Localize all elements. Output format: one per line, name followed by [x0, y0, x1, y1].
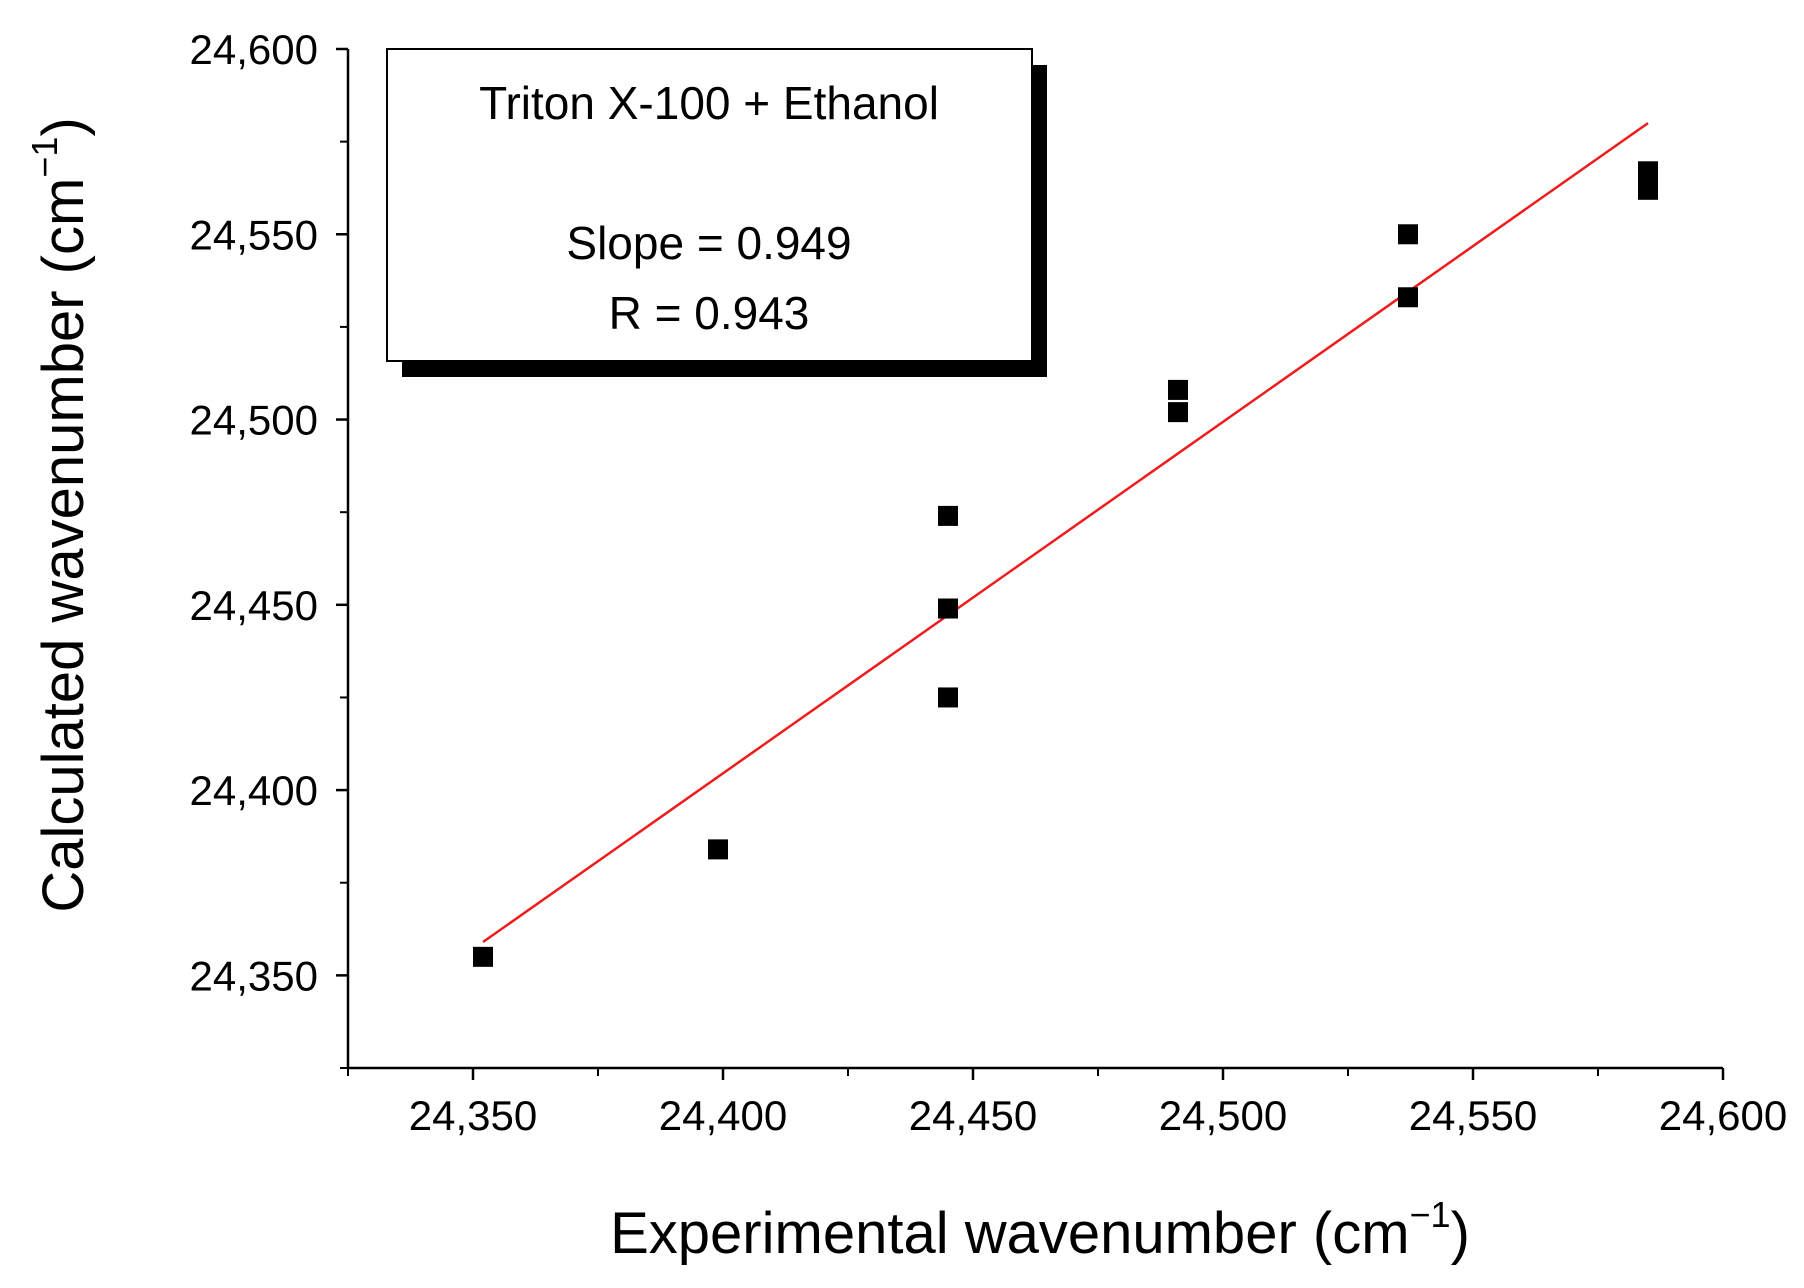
- data-point: [708, 839, 728, 860]
- tick-labels: 24,350 24,400 24,450 24,500 24,550 24,600 24,3…: [190, 26, 1788, 1139]
- data-point: [1398, 287, 1418, 308]
- y-tick-label: 24,350: [190, 952, 318, 999]
- y-axis-title-close: ): [31, 117, 96, 136]
- axes: [346, 49, 1723, 1070]
- y-axis-title-text: Calculated wavenumber (cm: [31, 178, 96, 913]
- annotation-box: Triton X-100 + Ethanol Slope = 0.949 R =…: [386, 48, 1047, 377]
- data-point: [1398, 224, 1418, 245]
- x-tick-label: 24,500: [1159, 1092, 1287, 1139]
- data-point: [938, 687, 958, 708]
- y-axis-title: Calculated wavenumber (cm−1): [24, 117, 96, 912]
- fit-line-group: [482, 122, 1649, 944]
- annotation-frame: [386, 48, 1033, 362]
- annotation-slope: Slope = 0.949: [566, 217, 851, 269]
- y-tick-label: 24,550: [190, 211, 318, 258]
- x-axis-title: Experimental wavenumber (cm−1): [610, 1194, 1470, 1266]
- annotation-r: R = 0.943: [609, 287, 810, 339]
- x-axis-title-text: Experimental wavenumber (cm: [610, 1201, 1409, 1266]
- x-axis-title-close: ): [1451, 1201, 1470, 1266]
- y-tick-label: 24,400: [190, 767, 318, 814]
- ticks: [336, 47, 1725, 1080]
- data-point: [938, 505, 958, 526]
- y-tick-label: 24,450: [190, 582, 318, 629]
- y-tick-label: 24,600: [190, 26, 318, 73]
- data-point: [1168, 379, 1188, 400]
- data-point: [938, 598, 958, 619]
- data-point: [1638, 161, 1658, 182]
- data-point: [1168, 402, 1188, 423]
- x-tick-label: 24,600: [1659, 1092, 1787, 1139]
- data-points: [473, 161, 1658, 967]
- x-axis-title-superscript: −1: [1410, 1194, 1451, 1235]
- y-tick-label: 24,500: [190, 397, 318, 444]
- x-tick-label: 24,350: [409, 1092, 537, 1139]
- annotation-title: Triton X-100 + Ethanol: [479, 77, 939, 129]
- fit-line: [482, 122, 1649, 944]
- data-point: [1638, 179, 1658, 200]
- data-point: [473, 946, 493, 967]
- x-tick-label: 24,450: [909, 1092, 1037, 1139]
- x-tick-label: 24,550: [1409, 1092, 1537, 1139]
- x-tick-label: 24,400: [659, 1092, 787, 1139]
- y-axis-title-superscript: −1: [24, 137, 65, 178]
